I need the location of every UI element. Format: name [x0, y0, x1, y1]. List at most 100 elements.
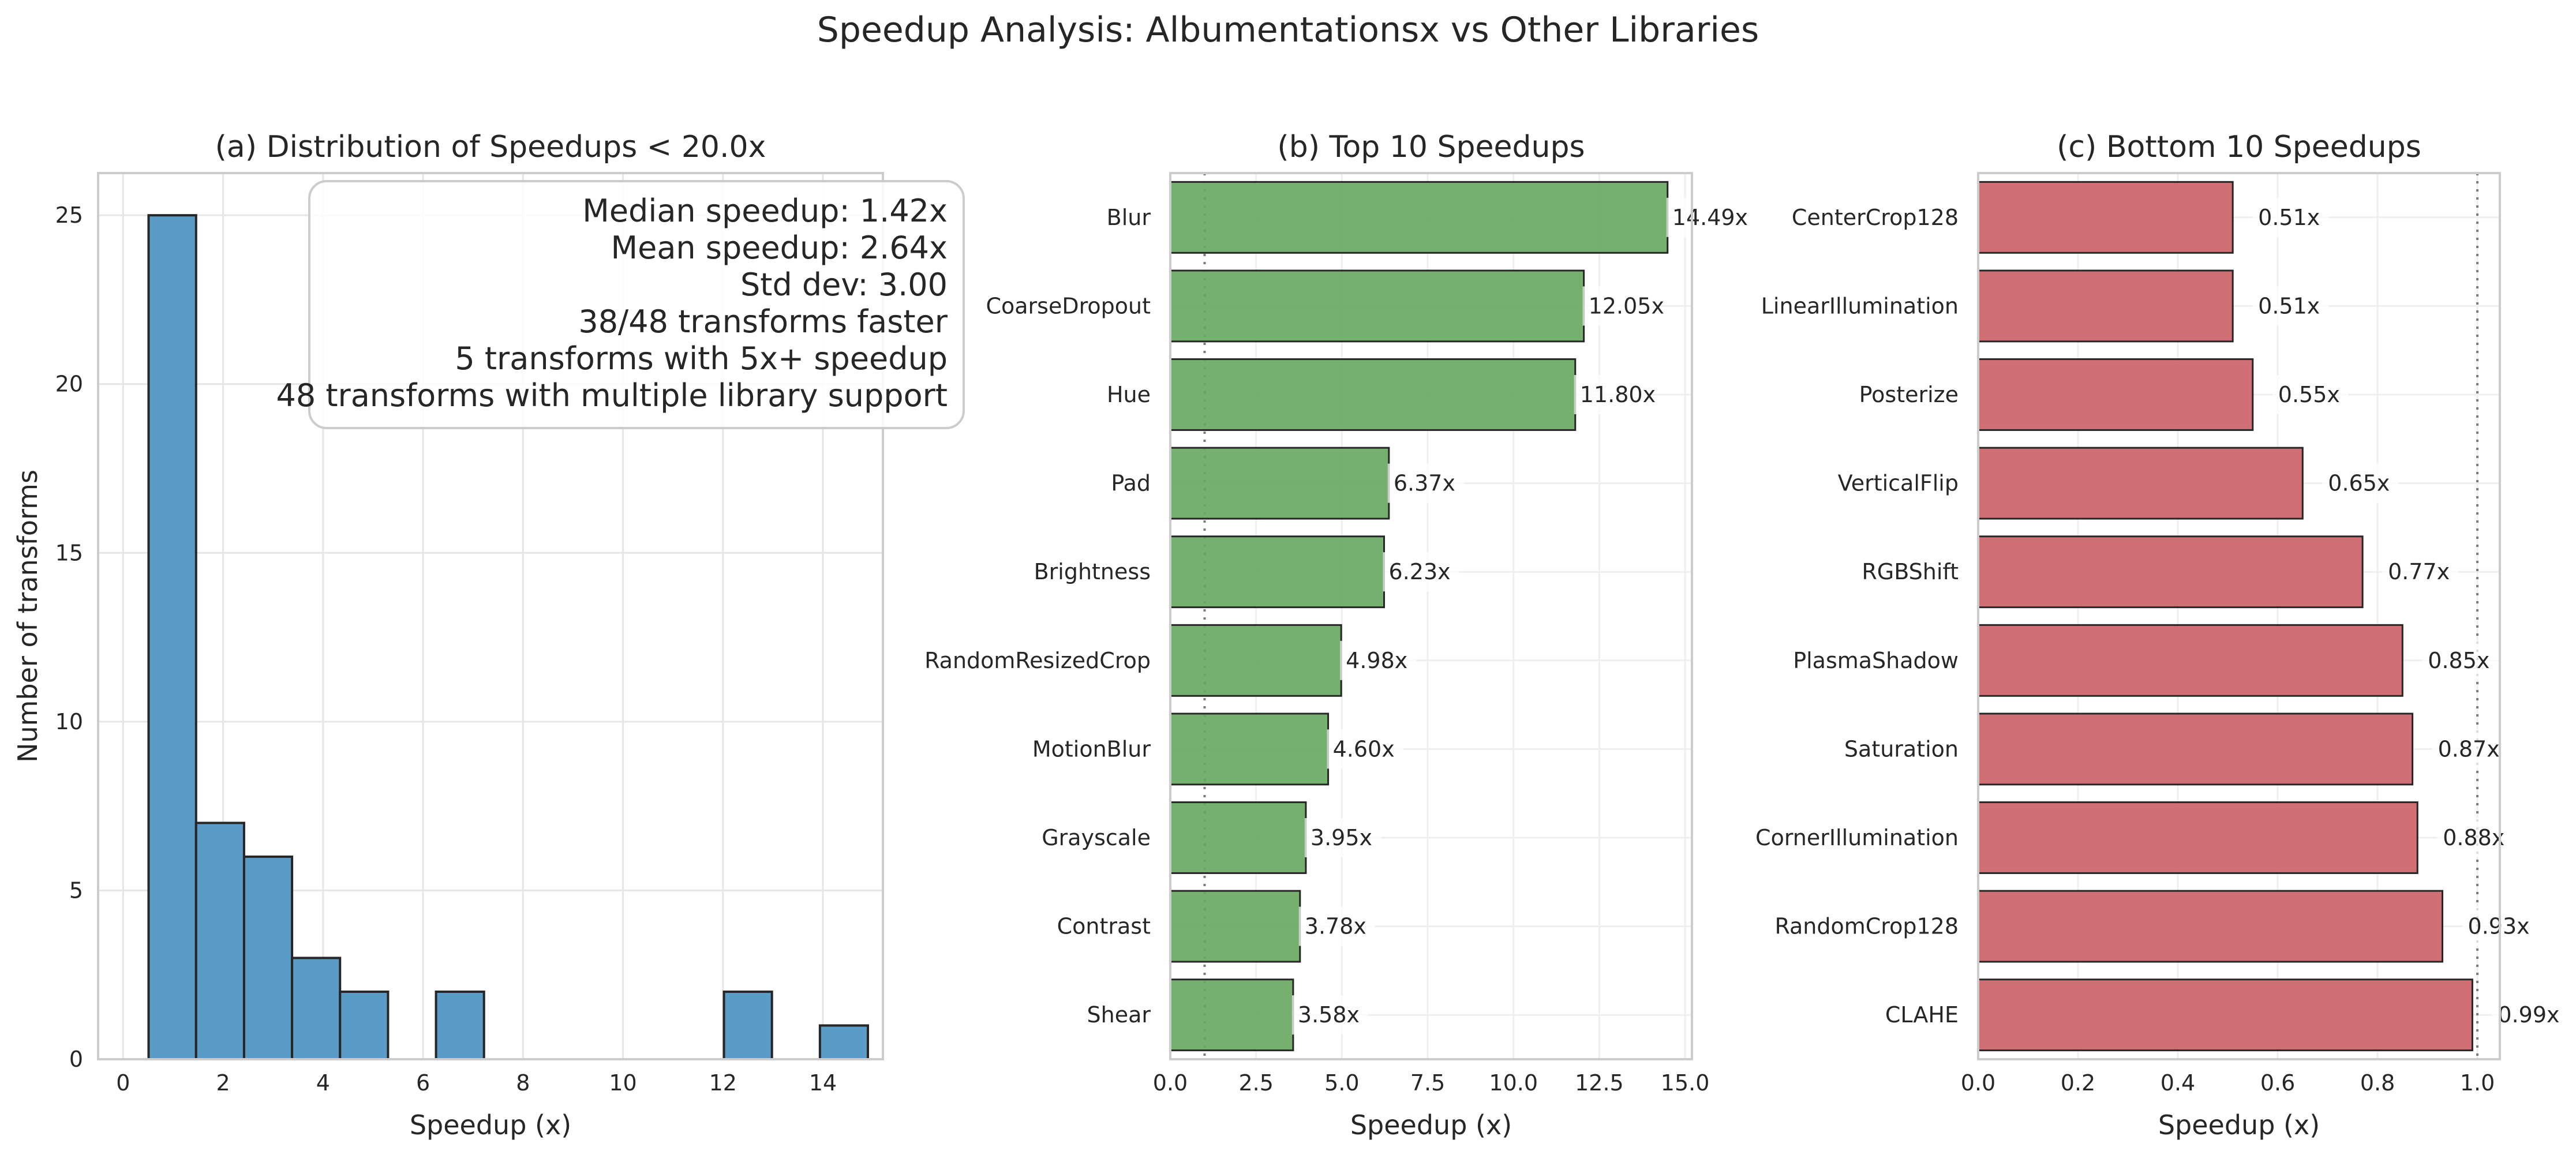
category-label: LinearIllumination — [1761, 293, 1959, 318]
figure-title: Speedup Analysis: Albumentationsx vs Oth… — [817, 10, 1759, 50]
x-tick-label: 2.5 — [1238, 1070, 1273, 1096]
histogram-bar — [435, 990, 485, 1061]
panel-title: (c) Bottom 10 Speedups — [2057, 130, 2421, 164]
data-label-background — [2252, 286, 2329, 326]
plot-frame — [1169, 172, 1693, 1060]
data-label-background — [2272, 375, 2349, 414]
bar — [1977, 978, 2473, 1052]
x-tick-label: 12.5 — [1575, 1070, 1624, 1096]
bar — [1977, 447, 2304, 520]
category-label: VerticalFlip — [1838, 471, 1959, 496]
histogram-bar — [818, 1024, 870, 1061]
category-label: MotionBlur — [1032, 736, 1151, 762]
data-label-background — [2322, 463, 2399, 503]
bar — [1977, 624, 2403, 697]
bar — [1169, 624, 1342, 697]
data-label: 0.55x — [2278, 382, 2340, 407]
data-label-background — [2382, 552, 2459, 592]
data-label: 6.23x — [1389, 559, 1451, 584]
data-label: 0.99x — [2498, 1002, 2559, 1028]
category-label: PlasmaShadow — [1793, 648, 1959, 673]
data-label: 6.37x — [1394, 471, 1455, 496]
x-tick-label: 5.0 — [1324, 1070, 1359, 1096]
histogram-bar — [291, 957, 342, 1061]
x-tick-label: 2 — [216, 1070, 230, 1096]
data-label: 0.65x — [2328, 471, 2390, 496]
data-label-background — [2422, 640, 2499, 680]
bar — [1977, 181, 2234, 254]
data-label-background — [1387, 463, 1464, 503]
data-label-background — [1340, 640, 1417, 680]
histogram-bar — [147, 214, 197, 1061]
x-tick-label: 0.6 — [2260, 1070, 2295, 1096]
histogram-panel: 0 2 4 6 8 10 12 14 0 5 10 15 20 25 (a) Distribution of… — [12, 130, 965, 1141]
category-label: Saturation — [1844, 736, 1959, 762]
stats-line: Std dev: 3.00 — [740, 267, 948, 303]
stats-line: 48 transforms with multiple library supp… — [276, 377, 948, 414]
bar — [1977, 890, 2444, 963]
y-tick-label: 15 — [55, 540, 83, 565]
plot-frame — [97, 172, 884, 1060]
x-tick-label: 0.2 — [2061, 1070, 2095, 1096]
histogram-bar — [339, 990, 390, 1061]
data-label-background — [2492, 995, 2568, 1035]
data-label: 0.88x — [2443, 825, 2504, 850]
x-tick-label: 0.4 — [2161, 1070, 2195, 1096]
histogram-bar — [194, 822, 245, 1061]
data-label-background — [1327, 729, 1403, 769]
category-label: Posterize — [1859, 382, 1959, 407]
x-tick-label: 15.0 — [1661, 1070, 1710, 1096]
bottom-speedups-panel: CenterCrop128 0.51x LinearIllumination 0.51… — [1755, 130, 2568, 1141]
x-tick-label: 0 — [116, 1070, 130, 1096]
bar — [1169, 358, 1577, 431]
data-label-background — [1291, 995, 1368, 1035]
stats-line: 5 transforms with 5x+ speedup — [455, 340, 948, 377]
bar — [1169, 269, 1585, 343]
x-tick-label: 6 — [416, 1070, 430, 1096]
bar — [1977, 358, 2254, 431]
category-label: Grayscale — [1042, 825, 1151, 850]
x-axis-label: Speedup (x) — [1350, 1109, 1512, 1141]
data-label: 12.05x — [1589, 293, 1664, 318]
category-label: CenterCrop128 — [1792, 205, 1959, 230]
y-tick-label: 20 — [55, 372, 83, 397]
category-label: Blur — [1107, 205, 1151, 230]
data-label: 3.78x — [1305, 914, 1366, 939]
histogram-bar — [722, 990, 773, 1061]
y-tick-label: 25 — [55, 202, 83, 228]
bar — [1977, 269, 2234, 343]
plot-frame — [1977, 172, 2501, 1060]
top-speedups-panel: Blur 14.49x CoarseDropout 12.05x Hue 11.80x Pa… — [924, 130, 1748, 1141]
x-tick-label: 1.0 — [2460, 1070, 2495, 1096]
x-tick-label: 12 — [709, 1070, 737, 1096]
y-tick-label: 0 — [69, 1047, 83, 1072]
y-tick-label: 10 — [55, 709, 83, 734]
stats-line: Median speedup: 1.42x — [582, 193, 948, 229]
data-label: 3.95x — [1311, 825, 1372, 850]
panel-title: (b) Top 10 Speedups — [1277, 130, 1585, 164]
bar — [1977, 535, 2364, 609]
bar — [1169, 712, 1330, 786]
x-axis-label: Speedup (x) — [2158, 1109, 2320, 1141]
category-label: Contrast — [1057, 914, 1151, 939]
category-label: Shear — [1087, 1002, 1151, 1028]
category-label: Brightness — [1034, 559, 1151, 584]
bar — [1169, 801, 1307, 874]
bar — [1169, 978, 1294, 1052]
data-label-background — [1666, 197, 1743, 237]
x-tick-label: 0.8 — [2360, 1070, 2395, 1096]
data-label-background — [1298, 906, 1375, 946]
x-tick-label: 10.0 — [1489, 1070, 1538, 1096]
x-tick-label: 8 — [516, 1070, 530, 1096]
data-label-background — [2252, 197, 2329, 237]
x-tick-label: 10 — [609, 1070, 636, 1096]
x-tick-label: 0.0 — [1961, 1070, 1995, 1096]
category-label: Pad — [1111, 471, 1151, 496]
stats-line: 38/48 transforms faster — [578, 303, 948, 340]
stats-box — [308, 180, 965, 429]
bar — [1169, 890, 1301, 963]
category-label: CoarseDropout — [986, 293, 1151, 318]
data-label: 0.85x — [2428, 648, 2489, 673]
data-label: 0.51x — [2258, 205, 2320, 230]
